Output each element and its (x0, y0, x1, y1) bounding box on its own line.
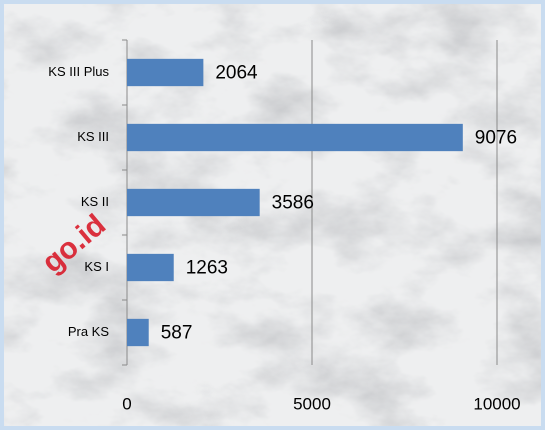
y-tick-label: Pra KS (68, 324, 110, 339)
bar (127, 253, 174, 282)
x-tick-label: 0 (122, 394, 131, 413)
value-label: 587 (161, 323, 193, 344)
value-label: 3586 (272, 193, 314, 214)
x-tick-label: 10000 (473, 394, 520, 413)
bar (127, 58, 204, 87)
x-tick-label: 5000 (293, 394, 331, 413)
y-tick-label: KS II (81, 194, 109, 209)
value-label: 1263 (186, 258, 228, 279)
marble-background (4, 4, 541, 426)
value-label: 2064 (215, 63, 258, 84)
y-tick-label: KS I (84, 259, 109, 274)
bar (127, 123, 463, 152)
y-tick-label: KS III Plus (48, 64, 109, 79)
bar (127, 188, 260, 217)
value-label: 9076 (475, 128, 517, 149)
bar (127, 318, 149, 347)
y-tick-label: KS III (77, 129, 109, 144)
